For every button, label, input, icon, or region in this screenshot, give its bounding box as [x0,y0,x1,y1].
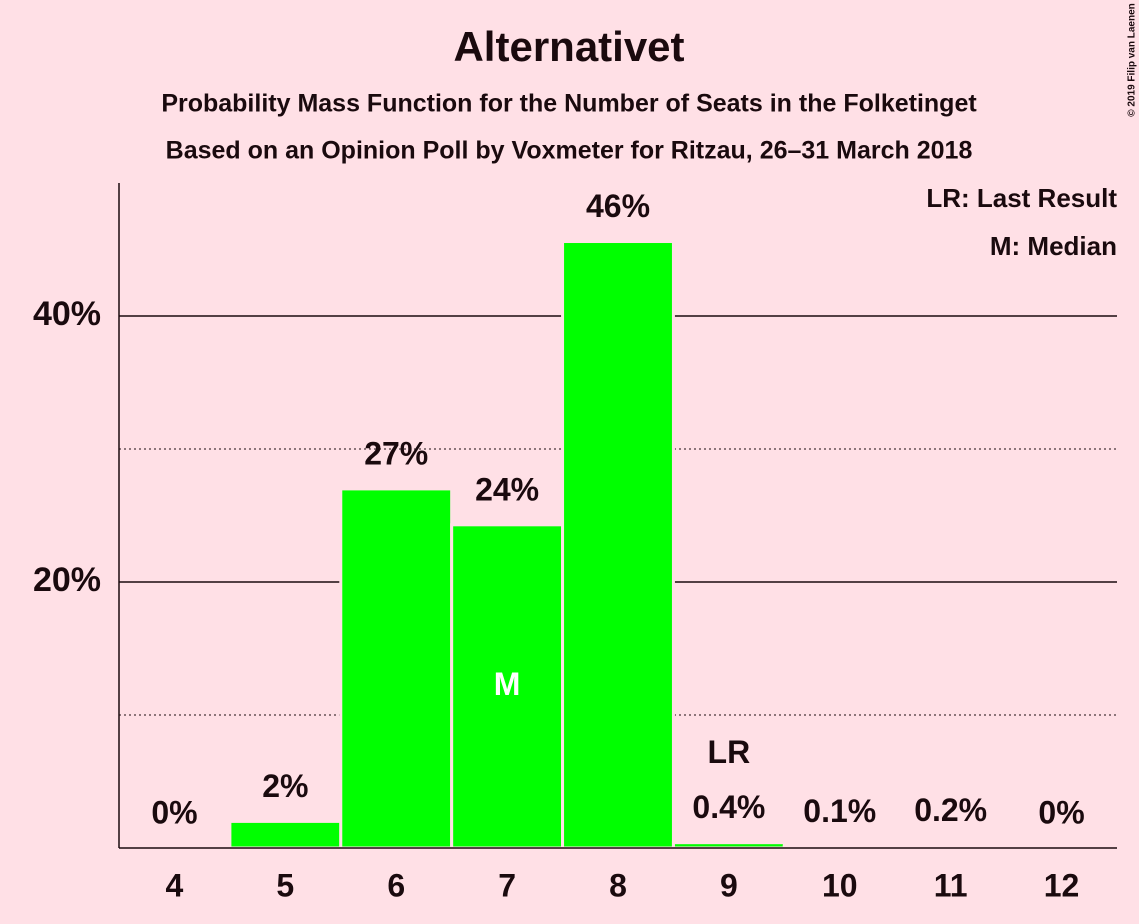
x-tick-label: 12 [1044,867,1080,903]
y-tick-label: 20% [33,561,101,599]
x-tick-label: 11 [934,867,968,903]
y-tick-label: 40% [33,295,101,333]
value-label: 0% [151,794,197,830]
chart-subtitle: Probability Mass Function for the Number… [161,90,977,118]
value-label: 24% [475,471,539,507]
value-label: 27% [364,435,428,471]
value-label: 0.1% [803,793,876,829]
x-tick-label: 5 [276,867,294,903]
x-tick-label: 8 [609,867,627,903]
value-label: 0% [1038,794,1084,830]
chart-subtitle: Based on an Opinion Poll by Voxmeter for… [166,137,973,165]
annotation: M [494,666,521,702]
x-tick-label: 10 [822,867,858,903]
x-tick-label: 9 [720,867,738,903]
value-label: 0.2% [914,792,987,828]
x-tick-label: 4 [166,867,184,903]
annotation: LR [708,734,751,770]
bar [450,523,565,850]
bar [671,841,786,850]
value-label: 0.4% [692,789,765,825]
legend-entry: LR: Last Result [926,183,1117,213]
legend-entry: M: Median [990,231,1117,261]
value-label: 46% [586,188,650,224]
chart-title: Alternativet [453,23,684,70]
bar [561,240,675,850]
bar [228,819,343,850]
copyright: © 2019 Filip van Laenen [1127,3,1138,117]
bar [339,487,454,850]
x-tick-label: 6 [387,867,405,903]
x-tick-label: 7 [498,867,516,903]
value-label: 2% [262,768,308,804]
